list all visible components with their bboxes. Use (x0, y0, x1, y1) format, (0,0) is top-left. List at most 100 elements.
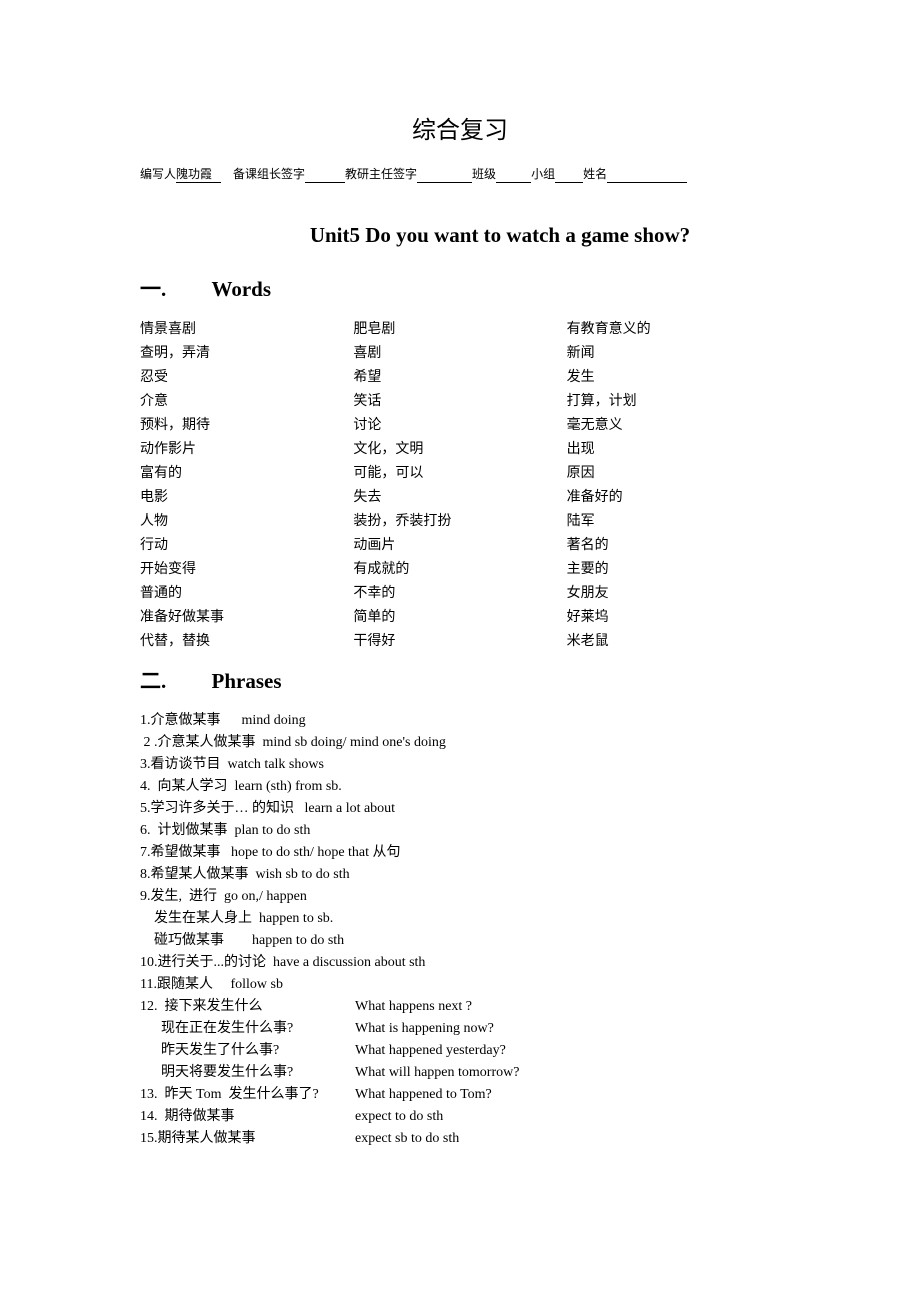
phrase-item: 2 .介意某人做某事 mind sb doing/ mind one's doi… (140, 732, 780, 753)
word-cell: 预料，期待 (140, 414, 353, 434)
phrase-en: happen to do sth (252, 930, 344, 951)
section-words-heading: 一. Words (140, 273, 780, 303)
section-phrases-heading: 二. Phrases (140, 665, 780, 695)
word-cell: 肥皂剧 (353, 318, 566, 338)
phrase-cn: 明天将要发生什么事? (140, 1062, 355, 1083)
phrase-en: hope to do sth/ hope that 从句 (231, 842, 401, 863)
word-cell: 发生 (567, 366, 780, 386)
word-cell: 好莱坞 (567, 606, 780, 626)
phrase-cn: 发生在某人身上 (140, 908, 259, 929)
phrase-item: 4. 向某人学习 learn (sth) from sb. (140, 776, 780, 797)
phrase-cn: 碰巧做某事 (140, 930, 252, 951)
blank-class (496, 165, 531, 183)
section-label-phrases: Phrases (212, 669, 282, 693)
word-cell: 可能，可以 (353, 462, 566, 482)
phrase-cn: 5.学习许多关于… 的知识 (140, 798, 305, 819)
phrase-item: 7.希望做某事 hope to do sth/ hope that 从句 (140, 842, 780, 863)
value-author: 隗功霞 (176, 165, 221, 183)
phrase-item: 碰巧做某事 happen to do sth (140, 930, 780, 951)
word-cell: 电影 (140, 486, 353, 506)
word-cell: 情景喜剧 (140, 318, 353, 338)
phrase-cn: 4. 向某人学习 (140, 776, 235, 797)
word-cell: 原因 (567, 462, 780, 482)
words-grid: 情景喜剧肥皂剧有教育意义的查明，弄清喜剧新闻忍受希望发生介意笑话打算，计划预料，… (140, 318, 780, 650)
phrase-item: 12. 接下来发生什么What happens next ? (140, 996, 780, 1017)
phrase-cn: 3.看访谈节目 (140, 754, 228, 775)
phrase-en: What will happen tomorrow? (355, 1062, 519, 1083)
phrase-item: 昨天发生了什么事?What happened yesterday? (140, 1040, 780, 1061)
phrase-item: 明天将要发生什么事?What will happen tomorrow? (140, 1062, 780, 1083)
word-cell: 喜剧 (353, 342, 566, 362)
blank-group-leader (305, 165, 345, 183)
phrase-en: mind sb doing/ mind one's doing (263, 732, 446, 753)
section-label-words: Words (212, 277, 272, 301)
word-cell: 米老鼠 (567, 630, 780, 650)
word-cell: 动作影片 (140, 438, 353, 458)
phrase-en: What happens next ? (355, 996, 472, 1017)
word-cell: 不幸的 (353, 582, 566, 602)
word-cell: 毫无意义 (567, 414, 780, 434)
info-line: 编写人 隗功霞 备课组长签字 教研主任签字 班级 小组 姓名 (140, 165, 780, 183)
label-name: 姓名 (583, 165, 607, 183)
phrases-list: 1.介意做某事 mind doing 2 .介意某人做某事 mind sb do… (140, 710, 780, 1149)
word-cell: 普通的 (140, 582, 353, 602)
word-cell: 希望 (353, 366, 566, 386)
phrase-en: expect sb to do sth (355, 1128, 459, 1149)
label-director: 教研主任签字 (345, 165, 417, 183)
word-cell: 新闻 (567, 342, 780, 362)
section-num-1: 一. (140, 277, 166, 301)
phrase-cn: 昨天发生了什么事? (140, 1040, 355, 1061)
phrase-en: plan to do sth (235, 820, 311, 841)
phrase-item: 11.跟随某人 follow sb (140, 974, 780, 995)
phrase-en: expect to do sth (355, 1106, 443, 1127)
label-group-leader: 备课组长签字 (233, 165, 305, 183)
phrase-item: 14. 期待做某事 expect to do sth (140, 1106, 780, 1127)
word-cell: 准备好的 (567, 486, 780, 506)
phrase-cn: 6. 计划做某事 (140, 820, 235, 841)
blank-name (607, 165, 687, 183)
word-cell: 人物 (140, 510, 353, 530)
phrase-en: What happened yesterday? (355, 1040, 506, 1061)
phrase-en: What happened to Tom? (355, 1084, 492, 1105)
word-cell: 开始变得 (140, 558, 353, 578)
blank-director (417, 165, 472, 183)
word-cell: 文化，文明 (353, 438, 566, 458)
word-cell: 笑话 (353, 390, 566, 410)
word-cell: 有成就的 (353, 558, 566, 578)
phrase-item: 1.介意做某事 mind doing (140, 710, 780, 731)
phrase-en: mind doing (242, 710, 306, 731)
word-cell: 装扮，乔装打扮 (353, 510, 566, 530)
word-cell: 准备好做某事 (140, 606, 353, 626)
label-author: 编写人 (140, 165, 176, 183)
phrase-cn: 11.跟随某人 (140, 974, 230, 995)
word-cell: 出现 (567, 438, 780, 458)
phrase-cn: 7.希望做某事 (140, 842, 231, 863)
word-cell: 动画片 (353, 534, 566, 554)
phrase-en: learn a lot about (305, 798, 396, 819)
word-cell: 干得好 (353, 630, 566, 650)
word-cell: 打算，计划 (567, 390, 780, 410)
word-cell: 失去 (353, 486, 566, 506)
phrase-cn: 10.进行关于...的讨论 (140, 952, 273, 973)
word-cell: 行动 (140, 534, 353, 554)
phrase-item: 15.期待某人做某事 expect sb to do sth (140, 1128, 780, 1149)
word-cell: 女朋友 (567, 582, 780, 602)
word-cell: 代替，替换 (140, 630, 353, 650)
word-cell: 主要的 (567, 558, 780, 578)
word-cell: 有教育意义的 (567, 318, 780, 338)
phrase-cn: 15.期待某人做某事 (140, 1128, 355, 1149)
phrase-item: 9.发生, 进行 go on,/ happen (140, 886, 780, 907)
phrase-cn: 8.希望某人做某事 (140, 864, 256, 885)
phrase-item: 8.希望某人做某事 wish sb to do sth (140, 864, 780, 885)
phrase-item: 10.进行关于...的讨论 have a discussion about st… (140, 952, 780, 973)
word-cell: 介意 (140, 390, 353, 410)
phrase-item: 5.学习许多关于… 的知识 learn a lot about (140, 798, 780, 819)
word-cell: 富有的 (140, 462, 353, 482)
word-cell: 简单的 (353, 606, 566, 626)
label-class: 班级 (472, 165, 496, 183)
word-cell: 著名的 (567, 534, 780, 554)
phrase-cn: 9.发生, 进行 (140, 886, 224, 907)
phrase-item: 6. 计划做某事 plan to do sth (140, 820, 780, 841)
word-cell: 忍受 (140, 366, 353, 386)
word-cell: 讨论 (353, 414, 566, 434)
